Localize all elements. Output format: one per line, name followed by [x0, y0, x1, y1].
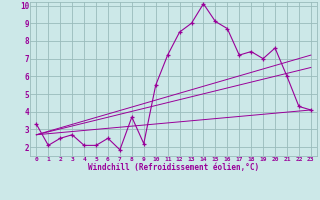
X-axis label: Windchill (Refroidissement éolien,°C): Windchill (Refroidissement éolien,°C)	[88, 163, 259, 172]
